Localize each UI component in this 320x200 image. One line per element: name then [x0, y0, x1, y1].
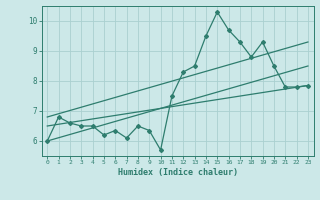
X-axis label: Humidex (Indice chaleur): Humidex (Indice chaleur) — [118, 168, 237, 177]
